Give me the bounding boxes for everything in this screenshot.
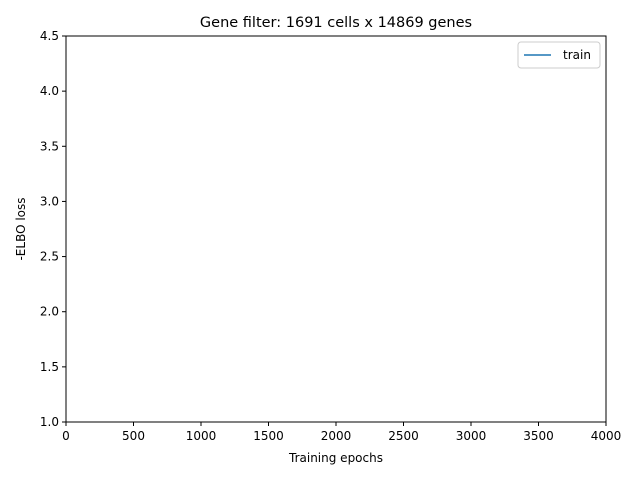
x-tick-label: 1000 [186,429,217,443]
chart-title: Gene filter: 1691 cells x 14869 genes [200,15,472,31]
y-tick-label: 1.5 [40,360,59,374]
x-tick-label: 2500 [388,429,419,443]
x-tick-label: 2000 [321,429,352,443]
x-tick-label: 1500 [253,429,284,443]
x-tick-label: 3500 [523,429,554,443]
legend-box [517,41,601,69]
y-tick-label: 2.0 [40,305,59,319]
y-tick-label: 4.5 [40,29,59,43]
x-axis-label: Training epochs [288,451,383,465]
y-tick-label: 3.5 [40,139,59,153]
y-axis-ticks: 1.0 1.5 2.0 2.5 3.0 3.5 4.0 4.5 [40,29,66,429]
y-axis-label: -ELBO loss [14,197,28,260]
y-tick-label: 4.0 [40,84,59,98]
plot-background [66,36,606,422]
legend: train [517,41,601,69]
plot-area [65,35,607,423]
x-tick-label: 4000 [591,429,622,443]
y-tick-label: 1.0 [40,415,59,429]
x-tick-label: 500 [122,429,145,443]
legend-label-train: train [563,48,591,62]
y-tick-label: 3.0 [40,194,59,208]
x-tick-label: 0 [62,429,70,443]
x-axis-ticks: 0 500 1000 1500 2000 2500 3000 3500 4000 [62,422,621,443]
y-tick-label: 2.5 [40,250,59,264]
x-tick-label: 3000 [456,429,487,443]
